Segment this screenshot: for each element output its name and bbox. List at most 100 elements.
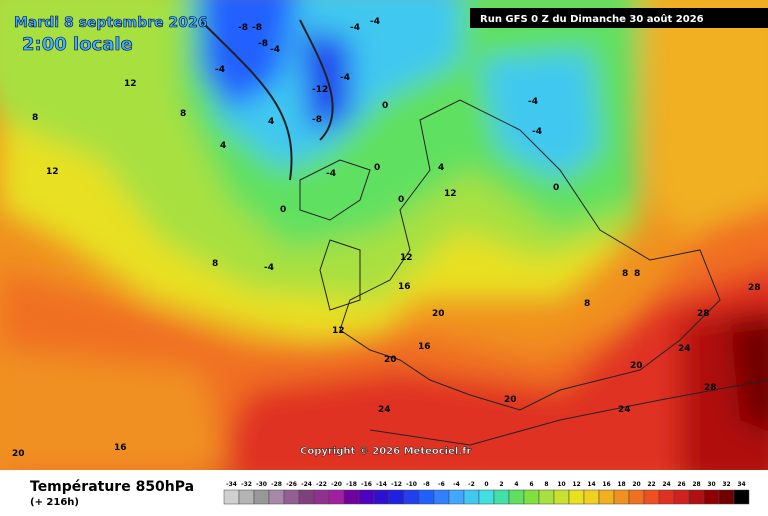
contour-label: 0 — [280, 205, 286, 215]
legend-label: 18 — [617, 481, 625, 488]
legend-swatch — [373, 489, 390, 505]
legend-label: -12 — [391, 481, 402, 488]
contour-label: 24 — [618, 405, 631, 415]
contour-label: -4 — [326, 169, 336, 179]
contour-label: 8 — [634, 269, 640, 279]
legend-swatch — [328, 489, 345, 505]
legend-label: 6 — [529, 481, 533, 488]
contour-label: 12 — [332, 326, 345, 336]
legend-swatch — [388, 489, 405, 505]
legend-swatch — [523, 489, 540, 505]
legend-swatch — [298, 489, 315, 505]
contour-label: 0 — [382, 101, 388, 111]
contour-label: 12 — [46, 167, 59, 177]
legend: -34 -32 -30 -28 -26 -24 -22 -20 -18 -16 -14 -12 -10-… — [223, 481, 750, 505]
contour-label: 28 — [748, 283, 761, 293]
legend-label: -6 — [438, 481, 445, 488]
run-info: Run GFS 0 Z du Dimanche 30 août 2026 — [480, 13, 704, 25]
legend-swatch — [703, 489, 720, 505]
legend-label: 10 — [557, 481, 565, 488]
legend-label: -34 — [226, 481, 237, 488]
contour-label: 4 — [268, 117, 274, 127]
legend-swatch — [448, 489, 465, 505]
contour-label: 12 — [400, 253, 413, 263]
legend-swatch — [718, 489, 735, 505]
legend-label: -22 — [316, 481, 327, 488]
contour-label: 0 — [398, 195, 404, 205]
contour-label: -4 — [340, 73, 350, 83]
legend-swatch — [478, 489, 495, 505]
legend-swatch — [313, 489, 330, 505]
legend-label: 20 — [632, 481, 640, 488]
contour-label: 8 — [212, 259, 218, 269]
contour-label: 20 — [504, 395, 517, 405]
legend-swatch — [628, 489, 645, 505]
legend-label: -2 — [468, 481, 475, 488]
contour-label: -4 — [264, 263, 274, 273]
contour-label: 8 — [584, 299, 590, 309]
legend-label: -32 — [241, 481, 252, 488]
legend-label: 8 — [544, 481, 548, 488]
legend-swatch — [508, 489, 525, 505]
legend-label: -14 — [376, 481, 387, 488]
legend-label: -8 — [423, 481, 430, 488]
legend-label: 34 — [737, 481, 745, 488]
contour-label: 28 — [704, 383, 717, 393]
contour-label: 0 — [553, 183, 559, 193]
contour-label: -4 — [215, 65, 225, 75]
contour-label: 16 — [114, 443, 127, 453]
run-box — [470, 8, 768, 28]
legend-swatch — [403, 489, 420, 505]
legend-swatch — [238, 489, 255, 505]
legend-label: -20 — [331, 481, 342, 488]
legend-swatch — [283, 489, 300, 505]
legend-swatch — [463, 489, 480, 505]
copyright: Copyright © 2026 Meteociel.fr — [300, 446, 471, 457]
footer-title: Température 850hPa — [30, 479, 194, 495]
legend-swatch — [268, 489, 285, 505]
contour-label: 12 — [444, 189, 457, 199]
legend-swatch — [613, 489, 630, 505]
contour-label: -4 — [370, 17, 380, 27]
legend-swatch — [223, 489, 240, 505]
legend-label: 16 — [602, 481, 610, 488]
legend-swatch — [538, 489, 555, 505]
contour-label: 8 — [180, 109, 186, 119]
contour-label: 4 — [220, 141, 226, 151]
contour-label: -4 — [532, 127, 542, 137]
legend-swatch — [253, 489, 270, 505]
legend-swatch — [433, 489, 450, 505]
legend-label: 14 — [587, 481, 595, 488]
contour-label: 20 — [432, 309, 445, 319]
coastlines — [199, 19, 768, 446]
legend-label: -18 — [346, 481, 357, 488]
legend-label: -16 — [361, 481, 372, 488]
contour-label: 16 — [418, 342, 431, 352]
contour-label: -8 — [252, 23, 262, 33]
legend-label: -10 — [406, 481, 417, 488]
contour-label: -12 — [312, 85, 328, 95]
legend-label: 32 — [722, 481, 730, 488]
legend-label: -26 — [286, 481, 297, 488]
legend-swatch — [343, 489, 360, 505]
legend-label: 2 — [499, 481, 503, 488]
legend-swatch — [583, 489, 600, 505]
contour-label: 8 — [32, 113, 38, 123]
contour-label: -4 — [528, 97, 538, 107]
contour-label: 0 — [374, 163, 380, 173]
legend-label: 24 — [662, 481, 670, 488]
contour-label: 4 — [438, 163, 444, 173]
legend-label: -4 — [453, 481, 460, 488]
legend-label: 4 — [514, 481, 518, 488]
legend-label: -30 — [256, 481, 267, 488]
legend-swatch — [643, 489, 660, 505]
contour-label: -4 — [350, 23, 360, 33]
contour-label: 20 — [12, 449, 25, 459]
legend-label: -28 — [271, 481, 282, 488]
legend-swatch — [733, 489, 750, 505]
legend-swatch — [358, 489, 375, 505]
legend-swatch — [598, 489, 615, 505]
date-title: Mardi 8 septembre 2026 — [14, 15, 207, 31]
contour-label: -8 — [238, 23, 248, 33]
